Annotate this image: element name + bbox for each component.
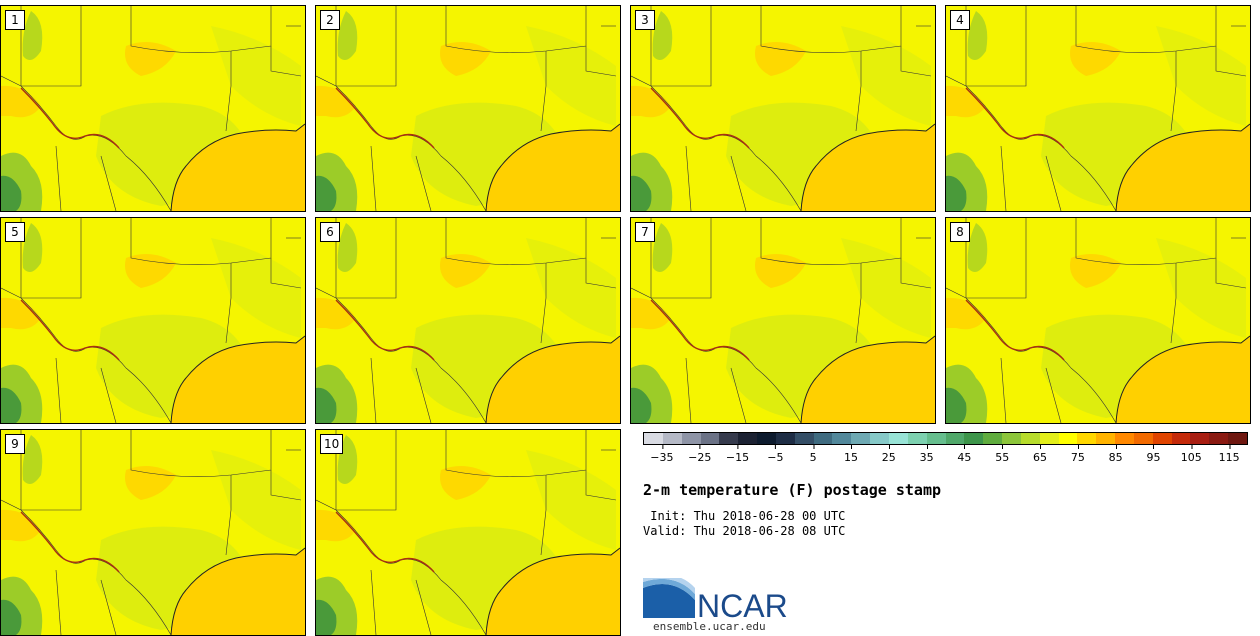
colorbar-tick-label: 55 [995,445,1009,464]
map-panel-7[interactable]: 7 [630,217,936,424]
panel-label: 7 [635,222,655,242]
ncar-logo-text: NCAR [697,588,788,624]
colorbar-segment [907,433,927,444]
colorbar-tick-label: 25 [882,445,896,464]
map-panel-5[interactable]: 5 [0,217,306,424]
colorbar-segment [700,433,720,444]
colorbar-tick-label: 65 [1033,445,1047,464]
ncar-logo-icon [643,578,695,618]
colorbar-segment [1020,433,1040,444]
colorbar-tick-label: −25 [688,445,711,464]
map-graphic [631,6,935,211]
colorbar-segment [794,433,814,444]
colorbar-segment [945,433,965,444]
map-panel-3[interactable]: 3 [630,5,936,212]
colorbar-segment [738,433,758,444]
colorbar-ticks: −35 −25 −15 −5 5 15 25 35 45 55 65 75 85 95 105 115 [643,445,1248,465]
colorbar-tick-label: 5 [810,445,817,464]
colorbar-tick-label: −5 [767,445,783,464]
map-graphic [946,218,1250,423]
colorbar-segment [1133,433,1153,444]
map-graphic [631,218,935,423]
init-time: Init: Thu 2018-06-28 00 UTC [643,509,846,523]
map-graphic [1,6,305,211]
colorbar-segment [888,433,908,444]
colorbar-segment [813,433,833,444]
map-graphic [946,6,1250,211]
colorbar-segment [870,433,889,444]
colorbar-tick-label: 45 [957,445,971,464]
colorbar-segment [1115,433,1134,444]
map-graphic [1,218,305,423]
colorbar-segment [1152,433,1172,444]
map-panel-9[interactable]: 9 [0,429,306,636]
colorbar-tick-label: −35 [650,445,674,464]
colorbar-tick-label: 75 [1071,445,1085,464]
colorbar-segment [1002,433,1021,444]
panel-label: 1 [5,10,25,30]
colorbar-tick-label: 95 [1146,445,1160,464]
colorbar-segment [1171,433,1191,444]
colorbar-segment [644,433,663,444]
colorbar-tick-label: 15 [844,445,858,464]
colorbar-tick-label: 85 [1109,445,1123,464]
colorbar-segment [775,433,795,444]
panel-label: 2 [320,10,340,30]
colorbar-segment [1190,433,1210,444]
panel-label: 6 [320,222,340,242]
map-panel-1[interactable]: 1 [0,5,306,212]
colorbar-segment [851,433,871,444]
colorbar-tick-label: 105 [1181,445,1202,464]
map-panel-2[interactable]: 2 [315,5,621,212]
map-graphic [1,430,305,635]
colorbar-segment [1039,433,1059,444]
panel-label: 10 [320,434,344,454]
colorbar-segment [964,433,984,444]
colorbar-segment [1228,433,1247,444]
map-panel-8[interactable]: 8 [945,217,1251,424]
colorbar-segment [681,433,701,444]
map-graphic [316,6,620,211]
panel-label: 5 [5,222,25,242]
map-panel-6[interactable]: 6 [315,217,621,424]
colorbar-segment [1096,433,1116,444]
colorbar-segment [1077,433,1097,444]
colorbar-segment [719,433,739,444]
panel-label: 4 [950,10,970,30]
map-panel-4[interactable]: 4 [945,5,1251,212]
valid-time: Valid: Thu 2018-06-28 08 UTC [643,524,846,538]
panel-label: 9 [5,434,25,454]
colorbar-tick-label: 115 [1219,445,1240,464]
colorbar-segment [832,433,852,444]
colorbar-segment [1058,433,1078,444]
map-panel-10[interactable]: 10 [315,429,621,636]
colorbar-segment [983,433,1003,444]
temperature-colorbar [643,432,1248,445]
colorbar-segment [662,433,682,444]
figure-title: 2-m temperature (F) postage stamp [643,481,942,499]
ensemble-url: ensemble.ucar.edu [653,620,766,633]
colorbar-segment [757,433,776,444]
map-graphic [316,430,620,635]
panel-label: 8 [950,222,970,242]
map-graphic [316,218,620,423]
colorbar-tick-label: −15 [726,445,749,464]
colorbar-segment [926,433,946,444]
colorbar-tick-label: 35 [920,445,934,464]
panel-label: 3 [635,10,655,30]
colorbar-segment [1209,433,1229,444]
